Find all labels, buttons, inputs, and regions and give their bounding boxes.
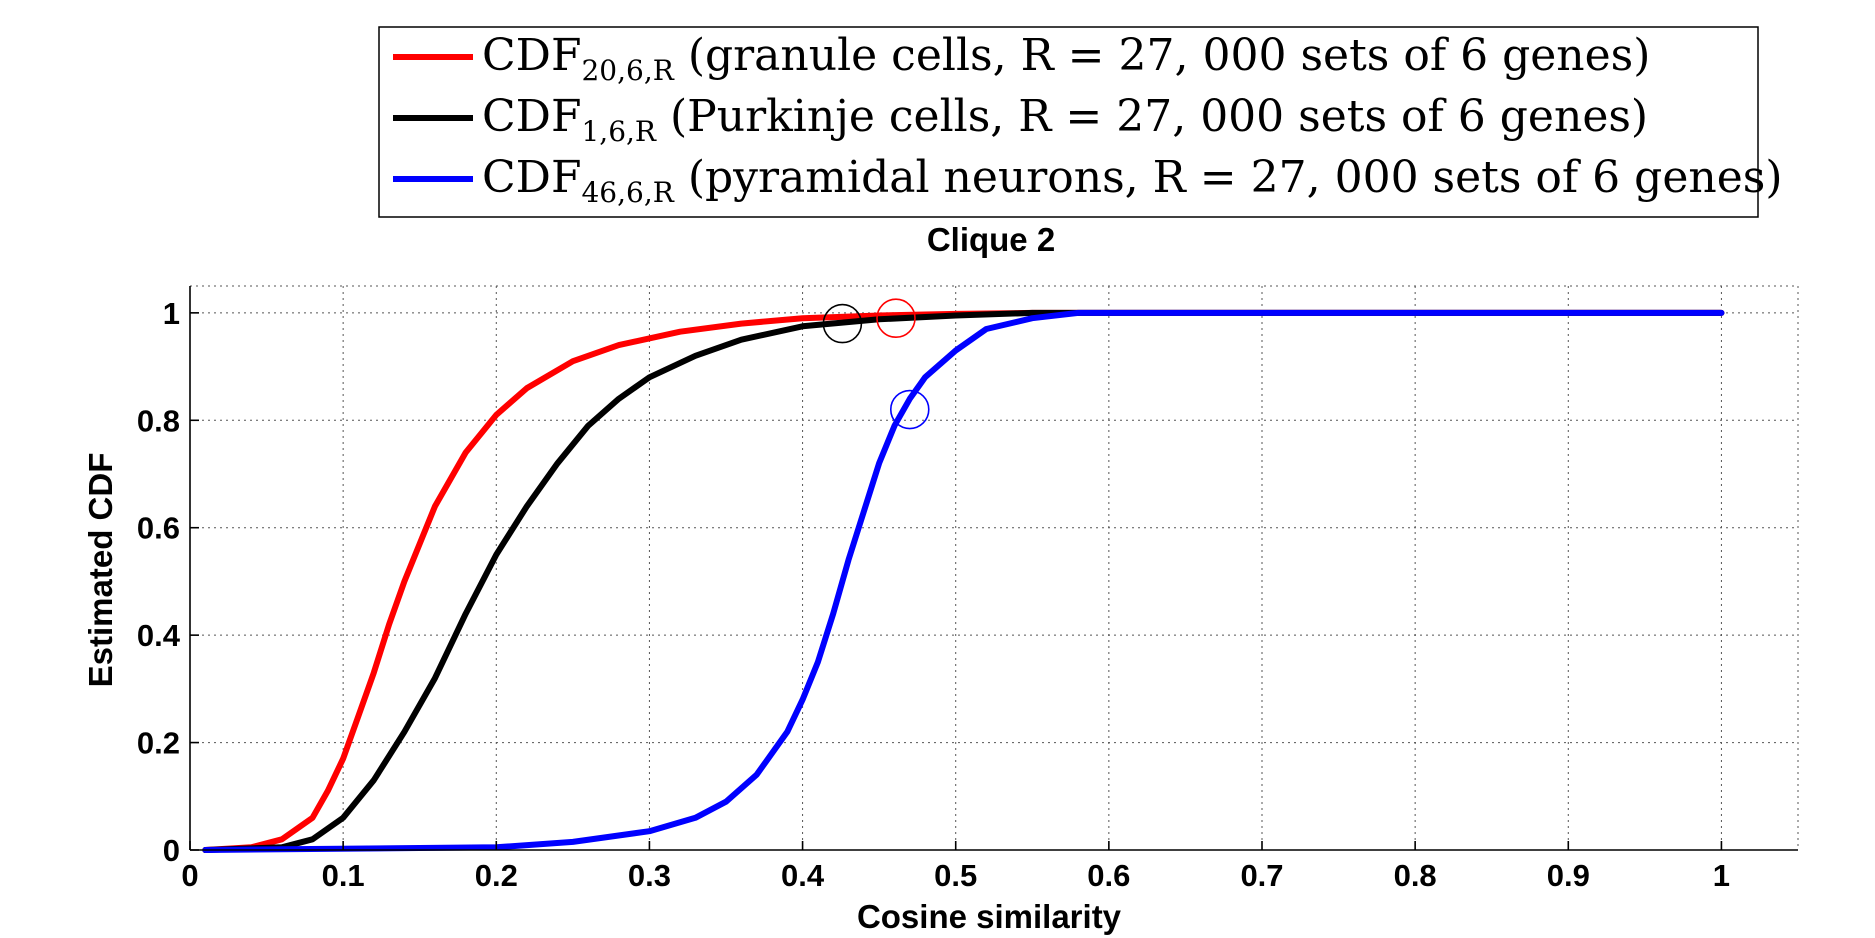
legend-entry-purkinje: CDF1,6,R (Purkinje cells, R = 27, 000 set…	[393, 91, 1648, 148]
marker-pyramidal	[889, 389, 930, 430]
x-tick-label: 0.4	[781, 858, 825, 893]
marker-purkinje	[822, 303, 863, 344]
x-axis-label: Cosine similarity	[857, 898, 1122, 935]
x-tick-label: 0.5	[934, 858, 977, 893]
x-tick-label: 0.1	[322, 858, 365, 893]
y-tick-label: 1	[163, 296, 180, 331]
legend-box	[378, 26, 1759, 218]
marker-granule	[876, 298, 916, 339]
legend-label-pyramidal: CDF46,6,R (pyramidal neurons, R = 27, 000…	[482, 152, 1782, 209]
legend-label-purkinje: CDF1,6,R (Purkinje cells, R = 27, 000 set…	[482, 91, 1648, 148]
x-tick-label: 0.7	[1240, 858, 1283, 893]
curve-pyramidal	[202, 309, 1725, 853]
y-tick-label: 0.2	[137, 726, 180, 761]
x-tick-label: 0.3	[628, 858, 671, 893]
curve-purkinje	[202, 309, 1725, 853]
x-tick-label: 1	[1713, 858, 1730, 893]
axes	[189, 286, 1798, 851]
y-axis-label: Estimated CDF	[82, 453, 119, 688]
y-tick-labels: 0 0.2 0.4 0.6 0.8 1	[137, 296, 181, 868]
x-tick-label: 0.6	[1087, 858, 1130, 893]
x-tick-labels: 0 0.1 0.2 0.3 0.4 0.5 0.6 0.7 0.8 0.9 1	[181, 858, 1730, 893]
x-tick-label: 0	[181, 858, 198, 893]
legend-entry-granule: CDF20,6,R (granule cells, R = 27, 000 set…	[393, 30, 1650, 87]
markers	[822, 298, 930, 430]
curves	[202, 309, 1725, 853]
x-tick-label: 0.9	[1547, 858, 1590, 893]
x-tick-label: 0.8	[1394, 858, 1437, 893]
legend-entry-pyramidal: CDF46,6,R (pyramidal neurons, R = 27, 000…	[393, 152, 1782, 209]
y-tick-label: 0.8	[137, 403, 180, 438]
legend-label-granule: CDF20,6,R (granule cells, R = 27, 000 set…	[482, 30, 1650, 87]
grid	[190, 285, 1799, 850]
legend: CDF20,6,R (granule cells, R = 27, 000 set…	[378, 26, 1782, 218]
chart-title: Clique 2	[927, 221, 1055, 258]
y-tick-label: 0.6	[137, 511, 180, 546]
curve-granule	[202, 309, 1725, 853]
x-tick-label: 0.2	[475, 858, 518, 893]
y-tick-label: 0.4	[137, 618, 181, 653]
y-tick-label: 0	[163, 833, 180, 868]
